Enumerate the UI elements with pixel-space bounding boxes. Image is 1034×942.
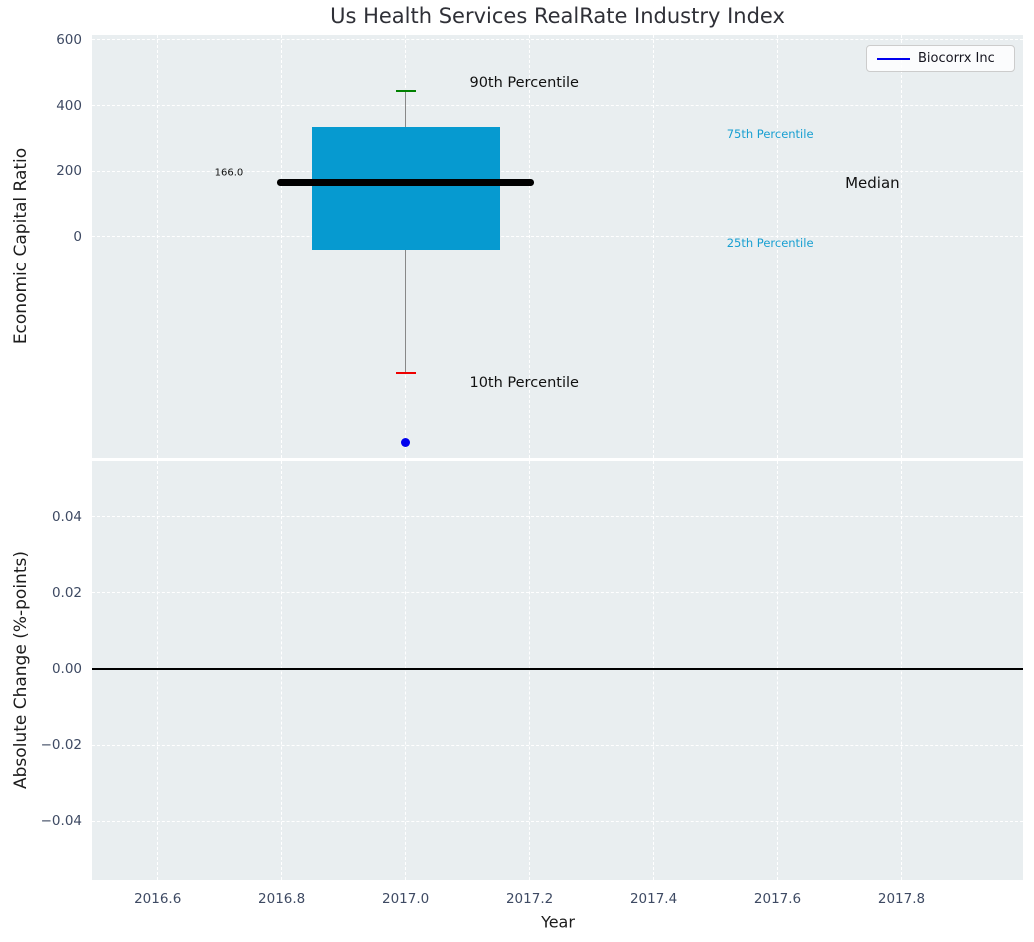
gridline-x [901,35,902,458]
gridline-x [653,35,655,458]
tick-label-x: 2017.2 [505,891,554,907]
tick-label-y: 400 [56,97,82,114]
box-iqr [311,126,500,251]
tick-label-y: 0.00 [51,660,82,677]
whisker-cap-10 [395,371,416,375]
tick-label-x: 2017.6 [753,891,802,907]
annotation-90th-percentile: 90th Percentile [469,74,579,91]
gridline-y [92,105,1023,107]
whisker-cap-90 [395,89,416,93]
gridline-y [92,39,1023,41]
gridline-x [405,461,407,880]
gridline-y [92,170,1023,172]
annotation-median: Median [845,174,900,193]
y-axis-label-bottom: Absolute Change (%-points) [11,551,31,789]
y-axis-label-top: Economic Capital Ratio [11,147,31,345]
tick-label-y: 0.02 [51,584,82,601]
tick-label-y: −0.02 [40,737,82,754]
tick-label-y: 0 [73,228,82,245]
legend-label: Biocorrx Inc [918,51,995,66]
gridline-x [777,35,779,458]
annotation-75th-percentile: 75th Percentile [726,126,814,141]
gridline-y [92,516,1023,518]
gridline-x [777,461,779,880]
tick-label-x: 2017.0 [382,891,430,907]
annotation-25th-percentile: 25th Percentile [726,235,814,250]
gridline-y [92,820,1023,822]
gridline-x [281,461,283,880]
median-line [277,179,535,186]
tick-label-x: 2017.4 [629,891,678,907]
tick-label-x: 2016.6 [134,891,182,907]
tick-label-y: 600 [56,31,82,48]
gridline-y [92,744,1023,746]
tick-label-y: 0.04 [51,508,82,525]
plot-area-top [92,35,1023,458]
gridline-y [92,236,1023,238]
gridline-x [157,461,159,880]
annotation-10th-percentile: 10th Percentile [469,375,579,392]
tick-label-y: 200 [56,163,82,180]
gridline-x [653,461,655,880]
data-point-biocorrx [401,438,411,448]
annotation-166-0: 166.0 [214,167,244,179]
gridline-x [157,35,159,458]
legend-line-icon [877,57,910,60]
zero-line [92,668,1023,670]
gridline-x [901,461,902,880]
tick-label-y: −0.04 [40,813,82,830]
x-axis-label: Year [541,912,575,932]
gridline-x [529,35,531,458]
gridline-x [529,461,531,880]
tick-label-x: 2016.8 [258,891,306,907]
tick-label-x: 2017.8 [877,891,926,907]
plot-area-bottom [92,461,1023,880]
gridline-x [281,35,283,458]
gridline-y [92,592,1023,594]
chart-title: Us Health Services RealRate Industry Ind… [330,4,785,28]
legend: Biocorrx Inc [866,45,1015,72]
